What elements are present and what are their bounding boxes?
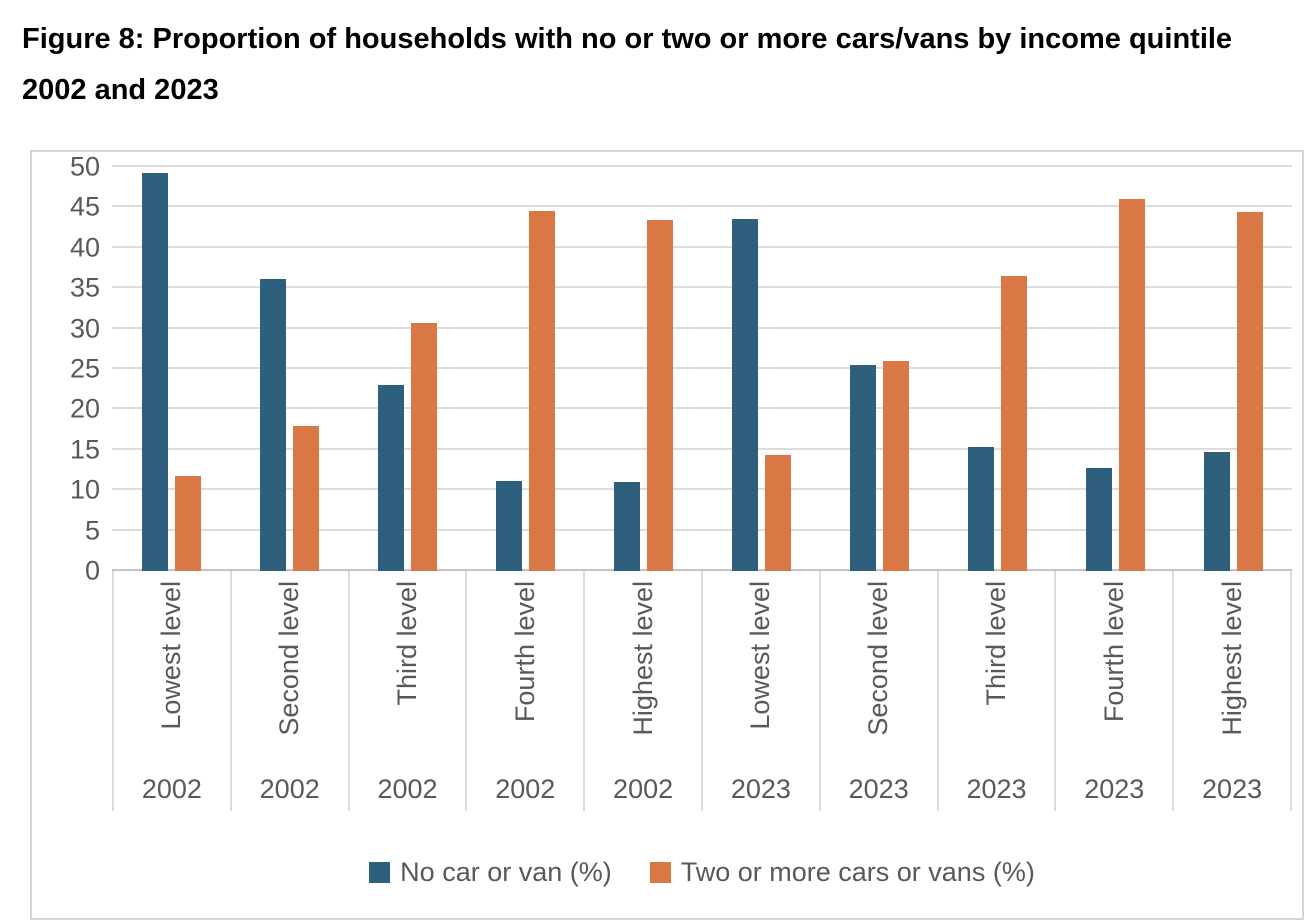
bar-group-third-level-2023: [938, 167, 1056, 571]
bar-no-car: [967, 447, 994, 571]
y-axis-tick-label: 40: [69, 232, 100, 263]
bar-group-highest-level-2002: [584, 167, 702, 571]
legend-label-two-plus: Two or more cars or vans (%): [680, 857, 1035, 887]
category-cell: Highest level 2002: [583, 571, 701, 811]
y-axis-tick-label: 45: [69, 191, 100, 222]
y-axis-tick-label: 15: [69, 434, 100, 465]
year-label: 2002: [141, 774, 202, 804]
bar-groups: [112, 167, 1292, 571]
gridline-y35: [112, 286, 1292, 289]
figure-title: Figure 8: Proportion of households with …: [22, 23, 1233, 106]
category-cell: Fourth level 2023: [1054, 571, 1172, 811]
category-cell: Third level 2023: [936, 571, 1055, 811]
category-cell: Second level 2023: [818, 571, 937, 811]
category-cell: Lowest level 2023: [700, 571, 819, 811]
legend-label-no-car: No car or van (%): [400, 857, 612, 887]
bar-group-fourth-level-2002: [466, 167, 584, 571]
category-cell: Highest level 2023: [1172, 571, 1292, 811]
category-label: Highest level: [627, 581, 658, 736]
category-label: Highest level: [1216, 581, 1247, 736]
bar-two-plus: [174, 476, 201, 571]
year-label: 2023: [1202, 774, 1263, 804]
bar-two-plus: [646, 219, 673, 571]
gridline-y30: [112, 326, 1292, 329]
bar-no-car: [849, 364, 876, 571]
bar-two-plus: [1236, 212, 1263, 571]
y-axis-tick-label: 35: [69, 272, 100, 303]
category-label: Lowest level: [745, 581, 776, 730]
gridline-y40: [112, 245, 1292, 248]
y-axis-tick-label: 0: [84, 555, 100, 586]
bar-group-lowest-level-2002: [112, 167, 230, 571]
bar-no-car: [141, 173, 168, 571]
bar-two-plus: [410, 322, 437, 571]
chart-legend: No car or van (%) Two or more cars or va…: [112, 857, 1292, 888]
year-label: 2002: [613, 774, 674, 804]
bar-no-car: [495, 481, 522, 571]
category-cell: Third level 2002: [347, 571, 466, 811]
y-axis-tick-label: 25: [69, 353, 100, 384]
gridline-y15: [112, 447, 1292, 450]
bar-no-car: [731, 218, 758, 571]
bar-two-plus: [882, 360, 909, 571]
bar-two-plus: [528, 211, 555, 571]
category-cell: Lowest level 2002: [112, 571, 230, 811]
gridline-y5: [112, 528, 1292, 531]
year-label: 2002: [259, 774, 320, 804]
category-label: Second level: [274, 581, 305, 736]
gridline-y10: [112, 488, 1292, 491]
plot-area: 0 5 10 15 20 25 30 35 40 45 50: [70, 152, 1292, 586]
category-label: Fourth level: [509, 581, 540, 723]
bar-two-plus: [1000, 276, 1027, 571]
bar-group-third-level-2002: [348, 167, 466, 571]
bar-no-car: [377, 385, 404, 571]
year-label: 2023: [1084, 774, 1145, 804]
legend-swatch-two-plus: [649, 862, 671, 883]
bar-no-car: [1085, 467, 1112, 571]
y-axis-tick-label: 10: [69, 474, 100, 505]
x-axis-labels: Lowest level 2002 Second level 2002 Third le…: [112, 571, 1292, 811]
category-cell: Second level 2002: [229, 571, 348, 811]
year-label: 2023: [848, 774, 909, 804]
chart-panel: 0 5 10 15 20 25 30 35 40 45 50 Lowest level 2002 Sec…: [30, 150, 1304, 920]
y-axis-tick-label: 5: [84, 515, 100, 546]
category-label: Second level: [863, 581, 894, 736]
bar-group-second-level-2023: [820, 167, 938, 571]
legend-swatch-no-car: [369, 862, 391, 883]
bar-two-plus: [764, 455, 791, 571]
category-label: Fourth level: [1098, 581, 1129, 723]
category-label: Third level: [391, 581, 422, 706]
bar-group-highest-level-2023: [1174, 167, 1292, 571]
plot-wrap: 0 5 10 15 20 25 30 35 40 45 50 Lowest level 2002 Sec…: [70, 152, 1292, 888]
bar-group-second-level-2002: [230, 167, 348, 571]
y-axis-tick-label: 30: [69, 313, 100, 344]
year-label: 2023: [966, 774, 1027, 804]
year-label: 2002: [495, 774, 556, 804]
gridline-y50: [112, 165, 1292, 167]
bar-no-car: [259, 278, 286, 571]
category-label: Lowest level: [156, 581, 187, 730]
legend-item-two-plus: Two or more cars or vans (%): [649, 857, 1035, 888]
year-label: 2023: [730, 774, 791, 804]
year-label: 2002: [377, 774, 438, 804]
bar-no-car: [1203, 452, 1230, 571]
y-axis-tick-label: 20: [69, 393, 100, 424]
gridline-y20: [112, 407, 1292, 410]
bar-no-car: [613, 482, 640, 571]
category-label: Third level: [980, 581, 1011, 706]
y-axis-tick-label: 50: [69, 151, 100, 182]
category-cell: Fourth level 2002: [465, 571, 583, 811]
gridline-y0: [112, 569, 1292, 571]
gridline-y25: [112, 367, 1292, 369]
legend-item-no-car: No car or van (%): [369, 857, 612, 888]
bar-two-plus: [292, 426, 319, 571]
gridline-y45: [112, 205, 1292, 208]
bar-group-lowest-level-2023: [702, 167, 820, 571]
bar-group-fourth-level-2023: [1056, 167, 1174, 571]
bar-two-plus: [1118, 199, 1145, 571]
